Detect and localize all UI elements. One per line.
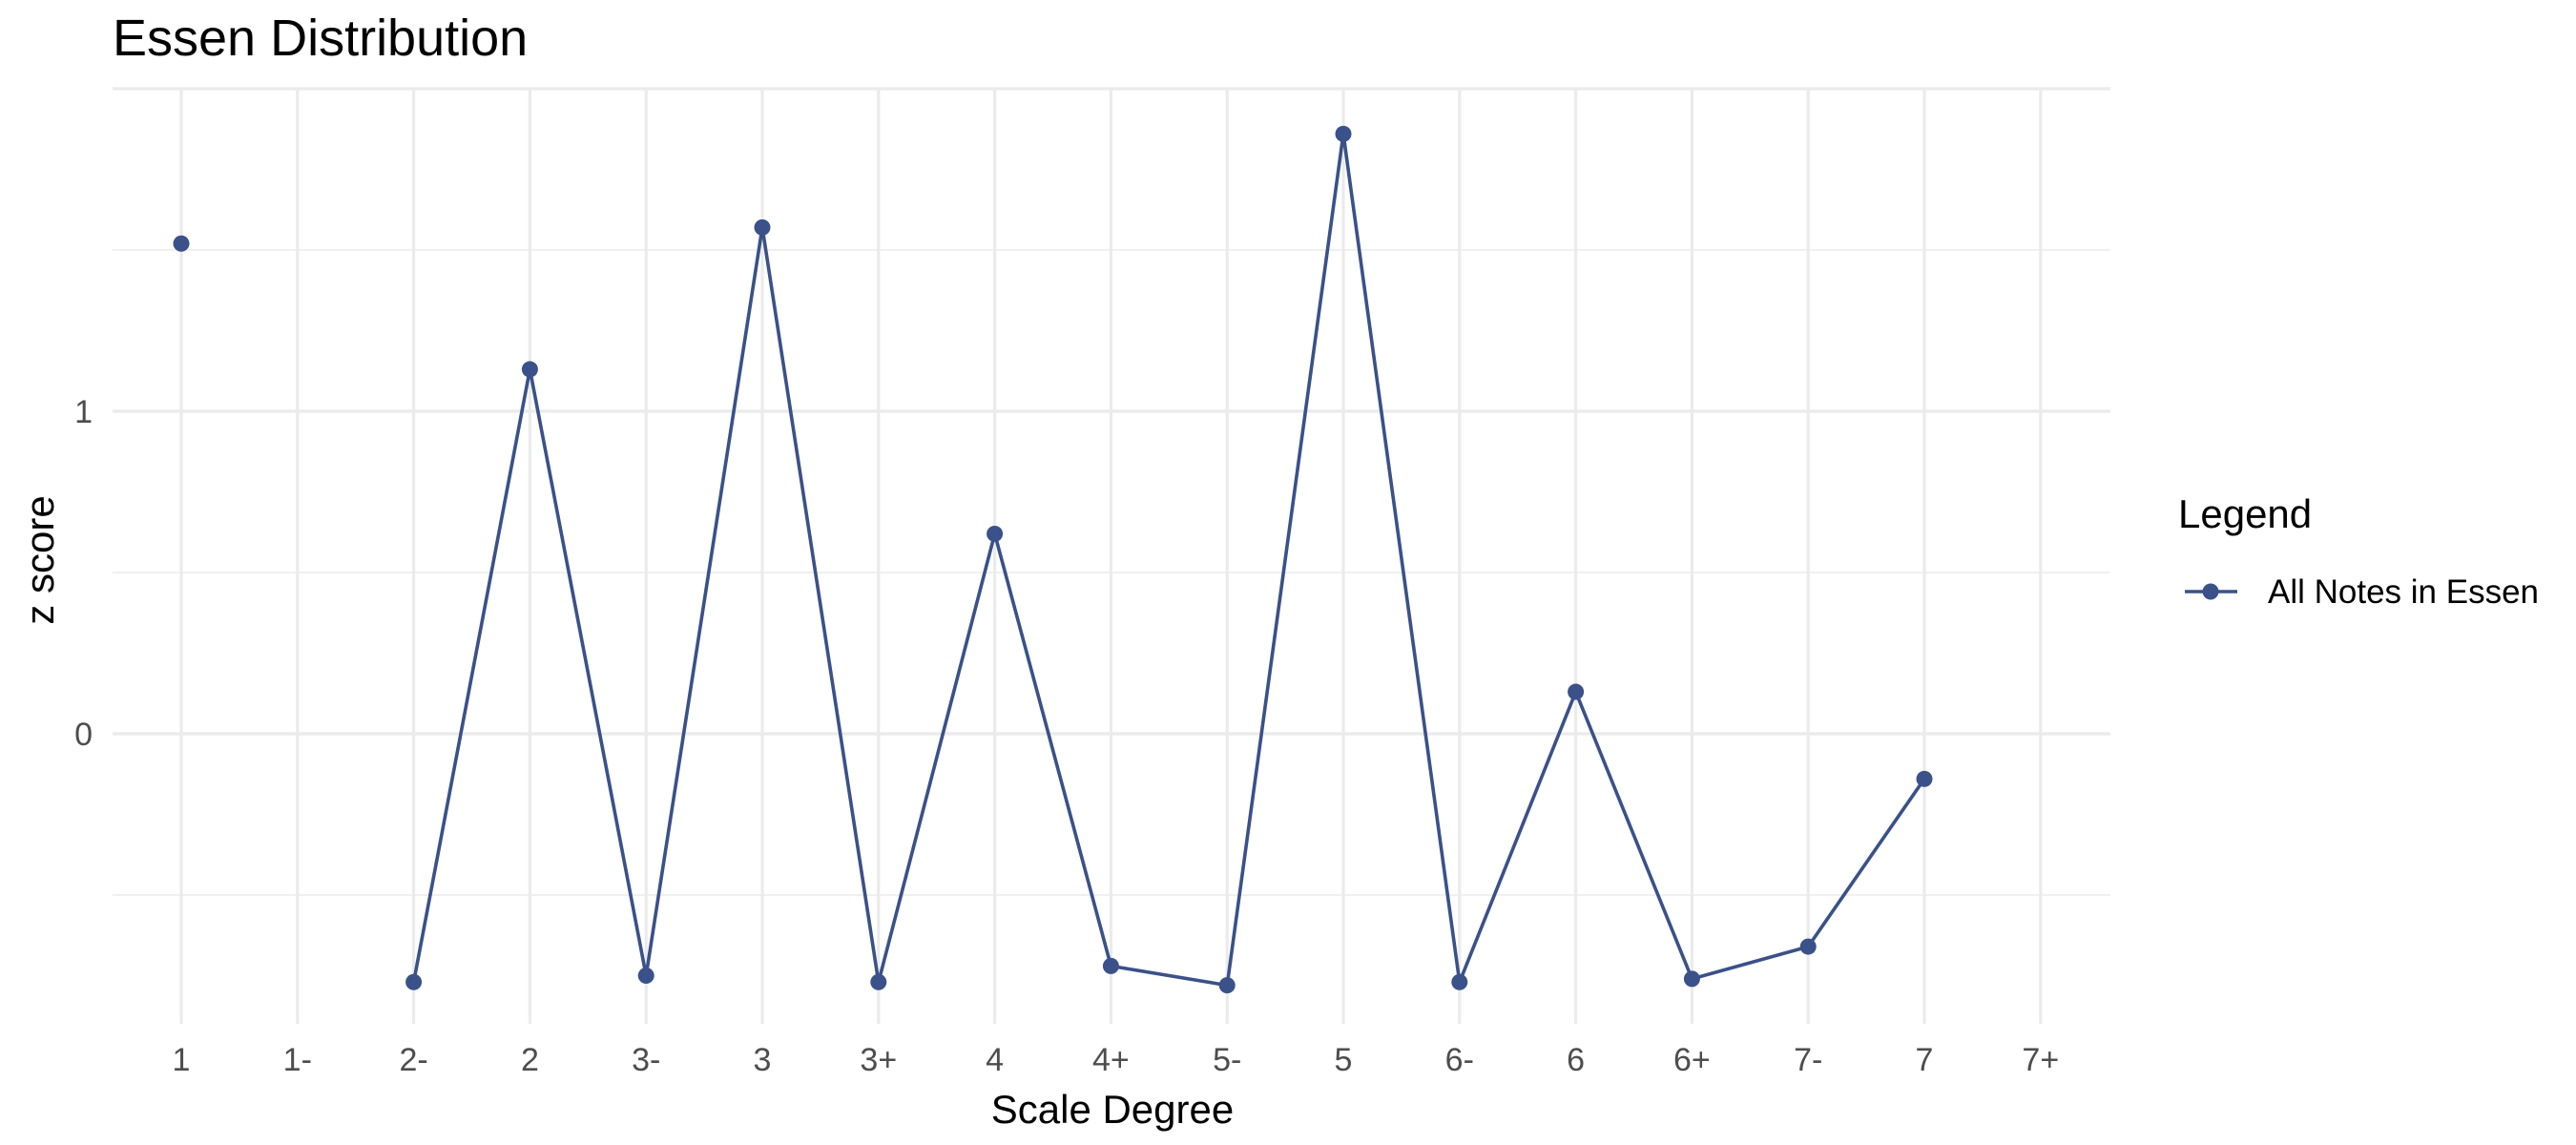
y-tick-label: 1 bbox=[74, 394, 93, 430]
series-layer bbox=[173, 125, 1933, 994]
legend-title: Legend bbox=[2178, 491, 2312, 536]
x-tick-label: 4 bbox=[986, 1042, 1004, 1078]
x-tick-label: 1- bbox=[283, 1042, 312, 1078]
data-point bbox=[405, 973, 423, 990]
x-tick-label: 3+ bbox=[860, 1042, 897, 1078]
data-point bbox=[870, 973, 887, 990]
y-tick-label: 0 bbox=[74, 717, 93, 753]
data-point bbox=[754, 219, 771, 236]
series-line bbox=[411, 132, 1926, 988]
data-point bbox=[1335, 125, 1352, 142]
data-point bbox=[1218, 977, 1236, 994]
x-tick-label: 5- bbox=[1213, 1042, 1241, 1078]
x-tick-label: 5 bbox=[1335, 1042, 1353, 1078]
data-point bbox=[173, 235, 190, 252]
x-tick-label: 6+ bbox=[1673, 1042, 1711, 1078]
data-point bbox=[1451, 973, 1468, 990]
data-point bbox=[1568, 683, 1585, 700]
y-tick-labels: 01 bbox=[74, 394, 93, 753]
x-tick-label: 3 bbox=[754, 1042, 772, 1078]
data-point bbox=[637, 968, 654, 984]
x-tick-label: 4+ bbox=[1092, 1042, 1130, 1078]
data-point bbox=[1102, 957, 1119, 974]
legend-label: All Notes in Essen bbox=[2268, 573, 2539, 611]
x-tick-label: 2 bbox=[521, 1042, 539, 1078]
data-point bbox=[987, 525, 1004, 542]
legend-key-point bbox=[2202, 583, 2219, 600]
data-point bbox=[1683, 970, 1700, 988]
legend: Legend All Notes in Essen bbox=[2178, 491, 2539, 611]
x-tick-label: 1 bbox=[173, 1042, 191, 1078]
x-tick-labels: 1 1- 2- 2 3- 3 3+ 4 4+ 5- 5 6- 6 6+ 7- 7 7+ bbox=[173, 1042, 2060, 1078]
data-point bbox=[1799, 938, 1817, 955]
x-tick-label: 7+ bbox=[2022, 1042, 2059, 1078]
x-tick-label: 7- bbox=[1794, 1042, 1822, 1078]
x-axis-title: Scale Degree bbox=[991, 1087, 1234, 1132]
data-point bbox=[1916, 770, 1933, 787]
y-axis-title: z score bbox=[17, 495, 62, 624]
grid bbox=[113, 87, 2110, 1024]
x-tick-label: 2- bbox=[399, 1042, 427, 1078]
chart-title: Essen Distribution bbox=[113, 10, 528, 67]
x-tick-label: 6- bbox=[1445, 1042, 1474, 1078]
data-point bbox=[521, 361, 538, 378]
x-tick-label: 3- bbox=[632, 1042, 660, 1078]
x-tick-label: 6 bbox=[1567, 1042, 1585, 1078]
x-tick-label: 7 bbox=[1916, 1042, 1934, 1078]
